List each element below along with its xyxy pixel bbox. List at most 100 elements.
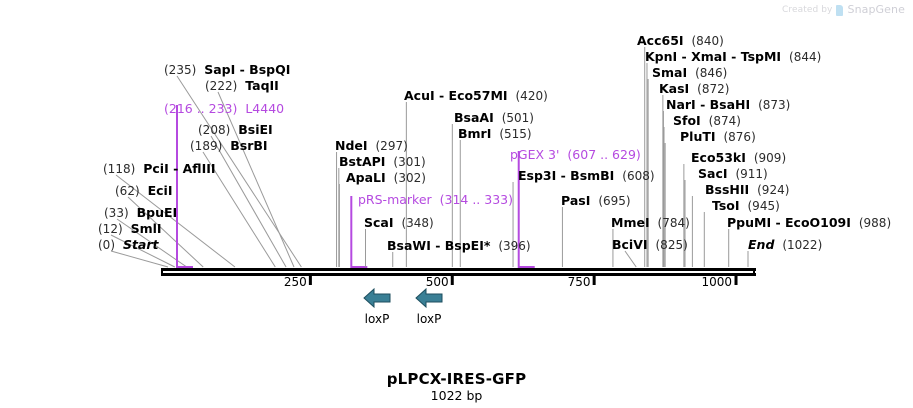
- map-label-position: (301): [393, 155, 426, 169]
- map-label-bcivi[interactable]: BciVI (825): [612, 238, 688, 252]
- map-label-esp3i[interactable]: Esp3I - BsmBI (608): [518, 169, 655, 183]
- map-label-l4440[interactable]: (216 .. 233) L4440: [164, 101, 285, 116]
- map-label-nari[interactable]: NarI - BsaHI (873): [666, 97, 791, 112]
- map-label-name: BstAPI: [339, 154, 386, 169]
- map-label-position: (216 .. 233): [164, 101, 238, 116]
- map-label-position: (118): [103, 162, 136, 176]
- map-label-name: AcuI - Eco57MI: [404, 88, 508, 103]
- map-label-bpuei[interactable]: (33) BpuEI: [104, 205, 178, 220]
- map-label-name: Start: [122, 237, 159, 252]
- map-label-position: (873): [758, 98, 791, 112]
- loxp-site-2[interactable]: loxP: [414, 286, 444, 326]
- watermark-brand: SnapGene: [847, 3, 905, 16]
- map-label-position: (297): [375, 139, 408, 153]
- map-label-name: MmeI: [611, 215, 650, 230]
- map-label-name: BsiEI: [238, 122, 273, 137]
- map-label-name: Eco53kI: [691, 150, 746, 165]
- map-label-position: (825): [655, 238, 688, 252]
- map-label-bsaai[interactable]: BsaAI (501): [454, 110, 534, 125]
- map-label-name: KpnI - XmaI - TspMI: [645, 49, 782, 64]
- map-label-name: BpuEI: [136, 205, 178, 220]
- map-label-position: (945): [747, 199, 780, 213]
- map-label-position: (222): [205, 79, 238, 93]
- map-label-ppumi[interactable]: PpuMI - EcoO109I (988): [727, 215, 891, 230]
- map-label-smli[interactable]: (12) SmlI: [98, 222, 162, 236]
- map-label-prs[interactable]: pRS-marker (314 .. 333): [358, 192, 513, 207]
- map-label-acui[interactable]: AcuI - Eco57MI (420): [404, 88, 548, 103]
- map-label-sfoi[interactable]: SfoI (874): [673, 114, 741, 128]
- map-label-position: (909): [753, 151, 787, 165]
- map-label-acc65i[interactable]: Acc65I (840): [637, 33, 724, 48]
- map-label-eco53ki[interactable]: Eco53kI (909): [691, 150, 787, 165]
- map-label-ecii[interactable]: (62) EciI: [115, 183, 173, 198]
- map-label-name: PasI: [561, 193, 591, 208]
- map-label-position: (348): [401, 216, 434, 230]
- map-label-kpni[interactable]: KpnI - XmaI - TspMI (844): [645, 49, 822, 64]
- enzyme-leader-bcivi: [624, 250, 637, 268]
- map-label-bsawi[interactable]: BsaWI - BspEI* (396): [387, 239, 531, 253]
- ruler-tick-label-750: 750: [567, 275, 591, 289]
- map-label-pluti[interactable]: PluTI (876): [680, 130, 756, 144]
- map-label-position: (62): [115, 184, 140, 198]
- map-label-apali[interactable]: ApaLI (302): [346, 171, 426, 185]
- map-label-name: Acc65I: [637, 33, 684, 48]
- page-title: pLPCX-IRES-GFP: [386, 370, 527, 388]
- map-label-position: (208): [198, 123, 231, 137]
- map-label-name: KasI: [659, 81, 690, 96]
- map-label-position: (302): [393, 171, 426, 185]
- map-label-ndei[interactable]: NdeI (297): [335, 138, 408, 153]
- map-label-position: (784): [657, 216, 690, 230]
- map-label-pcii[interactable]: (118) PciI - AflIII: [103, 162, 216, 176]
- ruler-tick-label-250: 250: [283, 275, 307, 289]
- map-label-position: (314 .. 333): [439, 192, 513, 207]
- map-label-name: ScaI: [364, 215, 394, 230]
- plasmid-length: 1022 bp: [430, 388, 483, 403]
- map-label-tsoi[interactable]: TsoI (945): [712, 198, 780, 213]
- map-label-name: PpuMI - EcoO109I: [727, 215, 851, 230]
- map-label-name: EciI: [147, 183, 173, 198]
- map-label-position: (876): [723, 130, 756, 144]
- map-label-name: NdeI: [335, 138, 368, 153]
- feature-leader-l4440: [176, 105, 193, 268]
- ruler-bar-top: [162, 268, 756, 271]
- map-label-name: L4440: [245, 101, 285, 116]
- map-label-bsiei[interactable]: (208) BsiEI: [198, 122, 273, 137]
- map-label-position: (515): [499, 127, 532, 141]
- ruler-tick-250: [308, 276, 312, 285]
- map-label-name: pGEX 3': [510, 147, 560, 162]
- watermark-prefix: Created by: [781, 4, 833, 15]
- loxp-arrow-icon: [414, 286, 444, 310]
- ruler-tick-label-500: 500: [425, 275, 449, 289]
- ruler-tick-1000: [734, 276, 738, 285]
- map-label-position: (874): [708, 114, 741, 128]
- map-label-bstapi[interactable]: BstAPI (301): [339, 154, 426, 169]
- map-label-position: (501): [501, 111, 534, 125]
- map-label-name: BsaAI: [454, 110, 494, 125]
- map-label-bmri[interactable]: BmrI (515): [458, 126, 532, 141]
- map-label-start[interactable]: (0) Start: [98, 237, 159, 252]
- map-label-scai[interactable]: ScaI (348): [364, 215, 434, 230]
- map-label-pgex[interactable]: pGEX 3' (607 .. 629): [510, 147, 641, 162]
- map-label-sapi[interactable]: (235) SapI - BspQI: [164, 63, 290, 77]
- map-label-position: (844): [789, 50, 822, 64]
- enzyme-leader-bsiei: [210, 135, 287, 268]
- map-label-position: (911): [735, 167, 768, 181]
- map-label-taqii[interactable]: (222) TaqII: [205, 79, 279, 93]
- map-label-smai[interactable]: SmaI (846): [652, 66, 727, 80]
- map-label-name: NarI - BsaHI: [666, 97, 751, 112]
- map-label-end[interactable]: End (1022): [748, 238, 822, 252]
- map-label-kasi[interactable]: KasI (872): [659, 81, 730, 96]
- map-label-saci[interactable]: SacI (911): [698, 167, 768, 181]
- loxp-site-1[interactable]: loxP: [362, 286, 392, 326]
- map-label-mmei[interactable]: MmeI (784): [611, 215, 690, 230]
- map-label-bsshii[interactable]: BssHII (924): [705, 183, 789, 197]
- map-label-name: TsoI: [712, 198, 740, 213]
- ruler-bar-bottom: [162, 273, 756, 276]
- map-label-position: (872): [697, 82, 730, 96]
- ruler-tick-500: [450, 276, 454, 285]
- map-label-bsrbi[interactable]: (189) BsrBI: [190, 139, 268, 153]
- map-label-name: BmrI: [458, 126, 492, 141]
- map-label-pasi[interactable]: PasI (695): [561, 193, 631, 208]
- map-label-position: (840): [691, 34, 724, 48]
- map-label-position: (235): [164, 63, 197, 77]
